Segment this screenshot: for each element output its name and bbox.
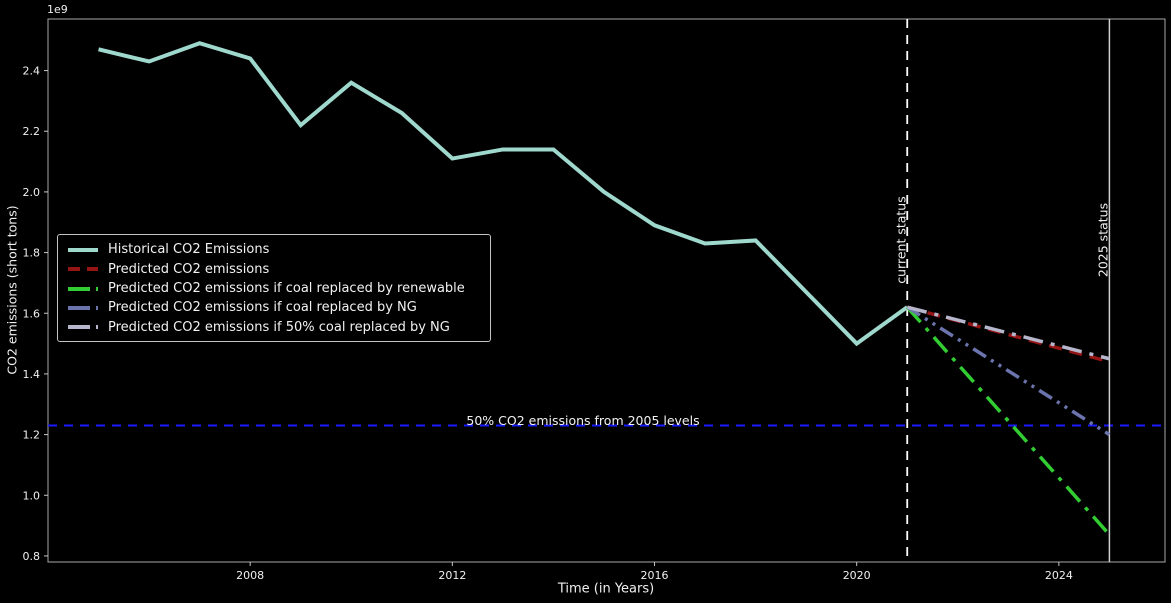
y-axis-offset-label: 1e9 [47, 3, 68, 16]
legend-line-swatch [68, 267, 98, 272]
y-tick-label: 1.6 [23, 307, 41, 320]
x-tick-label: 2012 [438, 569, 466, 582]
legend-line-swatch [68, 305, 98, 310]
y-tick-label: 1.0 [23, 489, 41, 502]
series-line-predicted-co2-emissions [906, 305, 1110, 364]
x-axis-title: Time (in Years) [557, 581, 655, 597]
legend-item: Predicted CO2 emissions [68, 259, 482, 278]
x-tick-label: 2016 [641, 569, 669, 582]
legend-line-swatch [68, 247, 98, 252]
y-tick-label: 1.2 [23, 429, 41, 442]
legend-label: Historical CO2 Emissions [108, 242, 270, 258]
series-line-predicted-co2-emissions-if-coal-replaced-by-ng [906, 305, 1111, 437]
y-tick-label: 2.2 [23, 125, 41, 138]
y-tick-label: 2.0 [23, 186, 41, 199]
legend-line-swatch [68, 325, 98, 330]
series-line-predicted-co2-emissions-if-coal-replaced-by-renewable [905, 306, 1111, 536]
legend-item: Predicted CO2 emissions if coal replaced… [68, 298, 482, 317]
x-tick-label: 2008 [236, 569, 264, 582]
legend-label: Predicted CO2 emissions if coal replaced… [108, 281, 465, 297]
x-tick-label: 2024 [1045, 569, 1073, 582]
legend-item: Historical CO2 Emissions [68, 240, 482, 259]
legend-label: Predicted CO2 emissions if coal replaced… [108, 300, 417, 316]
y-axis-title: CO2 emissions (short tons) [4, 205, 20, 375]
legend-item: Predicted CO2 emissions if coal replaced… [68, 279, 482, 298]
legend-label: Predicted CO2 emissions if 50% coal repl… [108, 319, 450, 335]
2025-status-annotation: 2025 status [1095, 202, 1111, 278]
series-line-predicted-co2-emissions-if-50-coal-replaced-by-ng [906, 305, 1110, 361]
legend-label: Predicted CO2 emissions [108, 261, 270, 277]
y-tick-label: 1.4 [23, 368, 41, 381]
series-line-historical-co2-emissions [98, 41, 909, 347]
x-tick-label: 2020 [843, 569, 871, 582]
plot-border [47, 18, 1166, 563]
legend-line-swatch [68, 286, 98, 291]
y-tick-label: 0.8 [23, 550, 41, 563]
y-tick-label: 1.8 [23, 247, 41, 260]
half-emissions-annotation: 50% CO2 emissions from 2005 levels [466, 413, 700, 428]
y-tick-label: 2.4 [23, 65, 41, 78]
legend-item: Predicted CO2 emissions if 50% coal repl… [68, 318, 482, 337]
legend: Historical CO2 Emissions Predicted CO2 em… [57, 234, 491, 342]
current-status-annotation: current status [893, 196, 909, 284]
